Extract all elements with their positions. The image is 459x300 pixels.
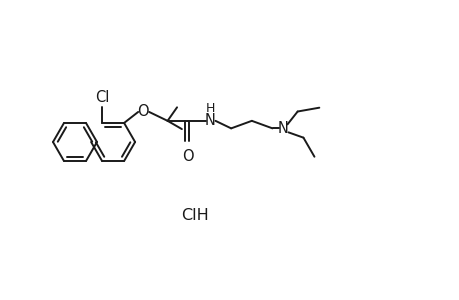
Text: Cl: Cl bbox=[95, 90, 109, 105]
Text: N: N bbox=[278, 121, 288, 136]
Text: O: O bbox=[181, 149, 193, 164]
Text: N: N bbox=[205, 113, 215, 128]
Text: O: O bbox=[137, 104, 149, 119]
Text: H: H bbox=[205, 102, 215, 115]
Text: ClH: ClH bbox=[181, 208, 208, 223]
